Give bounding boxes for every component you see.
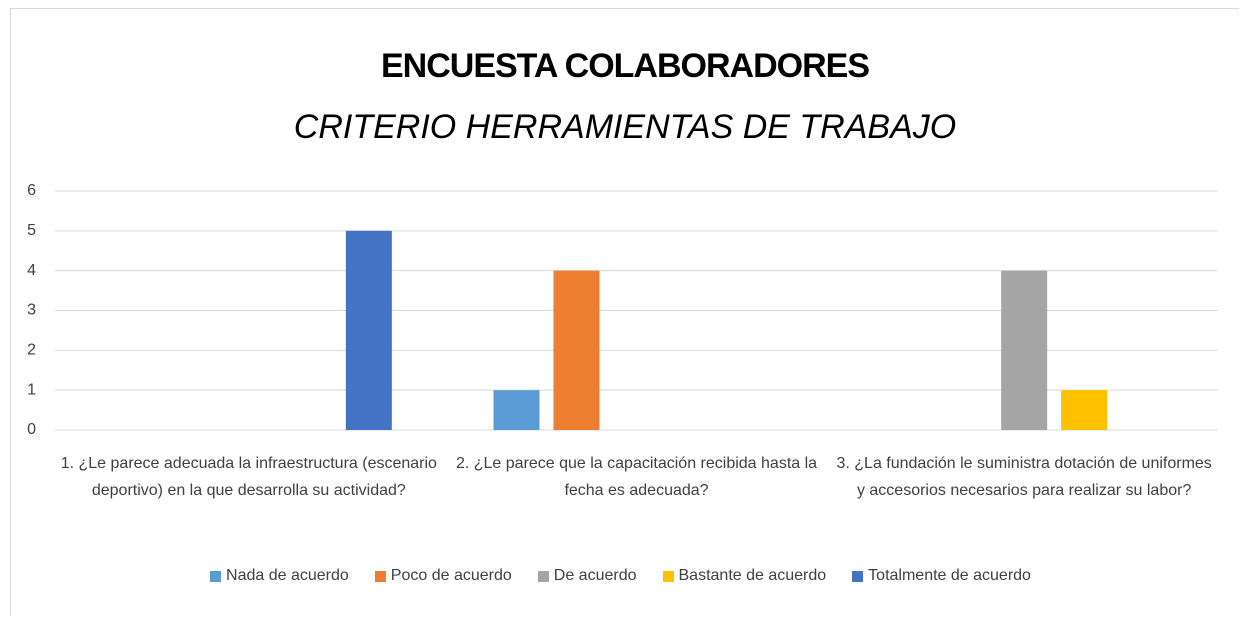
legend: Nada de acuerdo Poco de acuerdo De acuerdo… [0,567,1241,585]
legend-item: Totalmente de acuerdo [852,567,1031,585]
chart-frame [10,8,1239,616]
legend-item: Bastante de acuerdo [662,567,827,585]
y-tick-label: 2 [27,342,36,359]
x-tick-label: 2. ¿Le parece que la capacitación recibi… [455,455,818,499]
legend-swatch [374,570,386,582]
y-tick-label: 3 [27,302,36,319]
legend-item: Poco de acuerdo [374,567,512,585]
legend-label: Bastante de acuerdo [678,567,827,584]
y-tick-label: 5 [27,222,36,239]
bar [345,230,392,430]
legend-item: De acuerdo [537,567,637,585]
x-tick-label: 3. ¿La fundación le suministra dotación … [836,455,1212,499]
chart-title: ENCUESTA COLABORADORES [381,47,869,85]
legend-item: Nada de acuerdo [210,567,349,585]
bar [1001,270,1048,430]
y-tick-label: 1 [27,381,36,398]
legend-label: De acuerdo [553,567,637,584]
bar [493,390,540,430]
y-tick-label: 4 [27,262,36,279]
bar [553,270,600,430]
y-tick-label: 0 [27,421,36,438]
legend-label: Nada de acuerdo [226,567,349,584]
bar [1061,390,1108,430]
legend-swatch [662,570,674,582]
legend-swatch [210,570,222,582]
legend-label: Poco de acuerdo [390,567,512,584]
x-tick-label: 1. ¿Le parece adecuada la infraestructur… [60,455,437,499]
y-tick-label: 6 [27,182,36,199]
legend-label: Totalmente de acuerdo [868,567,1031,584]
legend-swatch [852,570,864,582]
legend-swatch [537,570,549,582]
chart-subtitle: CRITERIO HERRAMIENTAS DE TRABAJO [294,108,956,146]
